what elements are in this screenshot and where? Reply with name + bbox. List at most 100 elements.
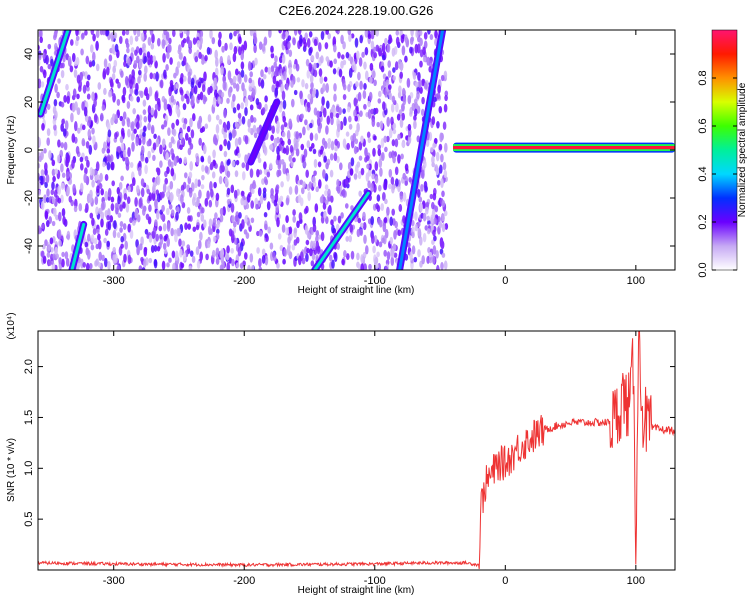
spectrogram-noise-cell xyxy=(362,90,367,100)
spectrogram-streak xyxy=(249,100,279,164)
spectrogram-noise-cell xyxy=(237,246,242,257)
spectrogram-noise-cell xyxy=(176,206,180,214)
spectrogram-noise-cell xyxy=(214,49,218,60)
spectrogram-noise-cell xyxy=(139,243,143,251)
spectrogram-noise-cell xyxy=(264,255,269,266)
spectrogram-noise-cell xyxy=(228,132,233,141)
spectrogram-noise-cell xyxy=(293,89,298,96)
spectrogram-noise-cell xyxy=(136,245,140,256)
spectrogram-x-tick-label: -200 xyxy=(233,275,255,287)
spectrogram-noise-cell xyxy=(269,143,274,151)
snr-y-tick-label: 1.5 xyxy=(23,410,35,425)
spectrogram-noise-cell xyxy=(409,37,414,45)
spectrogram-noise-cell xyxy=(389,236,394,245)
spectrogram-noise-cell xyxy=(321,96,325,106)
spectrogram-noise-cell xyxy=(138,265,143,270)
spectrogram-noise-cell xyxy=(283,248,287,257)
spectrogram-noise-cell xyxy=(142,207,146,216)
spectrogram-noise-cell xyxy=(310,81,314,90)
spectrogram-noise-cell xyxy=(159,233,163,240)
spectrogram-noise-cell xyxy=(295,131,300,140)
spectrogram-noise-cell xyxy=(290,80,294,88)
spectrogram-noise-cell xyxy=(170,227,174,237)
spectrogram-noise-cell xyxy=(264,178,269,186)
spectrogram-noise-cell xyxy=(56,154,61,164)
spectrogram-noise-cell xyxy=(102,68,107,78)
spectrogram-noise-cell xyxy=(134,208,139,219)
spectrogram-noise-cell xyxy=(61,251,65,258)
spectrogram-noise-cell xyxy=(138,138,142,146)
spectrogram-noise-cell xyxy=(206,46,211,55)
spectrogram-noise-cell xyxy=(402,95,407,106)
spectrogram-noise-cell xyxy=(147,112,152,123)
spectrogram-noise-cell xyxy=(48,150,52,160)
spectrogram-noise-cell xyxy=(258,258,262,268)
spectrogram-noise-cell xyxy=(287,243,291,250)
spectrogram-noise-cell xyxy=(143,30,147,35)
spectrogram-noise-cell xyxy=(342,93,347,101)
spectrogram-noise-cell xyxy=(270,134,274,141)
spectrogram-noise-cell xyxy=(241,82,245,92)
spectrogram-noise-cell xyxy=(111,73,116,81)
spectrogram-noise-cell xyxy=(337,51,341,59)
spectrogram-noise-cell xyxy=(348,115,352,123)
spectrogram-noise-cell xyxy=(307,191,312,202)
spectrogram-features xyxy=(38,30,675,270)
spectrogram-noise-cell xyxy=(436,92,441,100)
snr-plot-area xyxy=(38,331,675,570)
spectrogram-noise-cell xyxy=(221,45,225,53)
spectrogram-noise-cell xyxy=(235,262,240,269)
spectrogram-noise-cell xyxy=(441,222,446,233)
spectrogram-noise-cell xyxy=(60,69,65,79)
spectrogram-noise-cell xyxy=(58,257,62,265)
spectrogram-noise-cell xyxy=(213,77,217,87)
spectrogram-noise-cell xyxy=(82,124,86,131)
spectrogram-noise-cell xyxy=(57,197,62,204)
spectrogram-noise-cell xyxy=(244,106,248,117)
spectrogram-noise-cell xyxy=(264,66,269,73)
spectrogram-noise-cell xyxy=(61,118,65,125)
spectrogram-noise-cell xyxy=(162,52,166,63)
spectrogram-noise-cell xyxy=(281,131,286,138)
spectrogram-noise-cell xyxy=(373,51,378,59)
spectrogram-noise-cell xyxy=(176,188,180,198)
spectrogram-streak xyxy=(39,30,70,116)
spectrogram-noise-cell xyxy=(92,33,96,42)
spectrogram-noise-cell xyxy=(309,132,314,141)
spectrogram-noise-cell xyxy=(207,225,212,236)
spectrogram-noise-cell xyxy=(42,255,47,264)
spectrogram-noise-cell xyxy=(256,247,260,254)
spectrogram-noise-cell xyxy=(167,127,171,136)
spectrogram-noise-cell xyxy=(65,83,69,91)
spectrogram-noise-cell xyxy=(75,30,79,37)
spectrogram-noise-cell xyxy=(251,88,256,98)
spectrogram-noise-cell xyxy=(378,47,383,57)
colorbar-tick-label: 0.2 xyxy=(697,214,709,229)
spectrogram-noise-cell xyxy=(376,194,381,202)
spectrogram-noise-cell xyxy=(209,30,213,39)
spectrogram-noise-cell xyxy=(370,182,374,193)
spectrogram-noise-cell xyxy=(415,30,419,38)
spectrogram-noise-cell xyxy=(140,178,145,187)
spectrogram-noise-cell xyxy=(168,44,172,53)
spectrogram-noise-cell xyxy=(127,185,131,193)
spectrogram-noise-cell xyxy=(74,121,78,132)
spectrogram-noise-cell xyxy=(440,262,444,270)
spectrogram-noise-cell xyxy=(288,226,293,235)
spectrogram-noise-cell xyxy=(172,128,177,137)
spectrogram-noise-cell xyxy=(159,79,164,89)
spectrogram-noise-cell xyxy=(371,118,376,128)
spectrogram-noise-cell xyxy=(311,142,315,149)
spectrogram-noise-cell xyxy=(381,151,385,162)
spectrogram-noise-cell xyxy=(297,30,302,35)
spectrogram-noise-cell xyxy=(192,37,197,45)
spectrogram-noise-cell xyxy=(85,55,90,65)
spectrogram-noise-cell xyxy=(133,30,137,36)
spectrogram-noise-cell xyxy=(425,201,430,208)
spectrogram-noise-cell xyxy=(385,82,390,93)
spectrogram-noise-cell xyxy=(150,107,155,116)
spectrogram-noise-cell xyxy=(109,78,114,88)
spectrogram-noise-cell xyxy=(147,122,151,131)
spectrogram-noise-cell xyxy=(376,251,380,258)
spectrogram-noise-cell xyxy=(202,94,207,105)
